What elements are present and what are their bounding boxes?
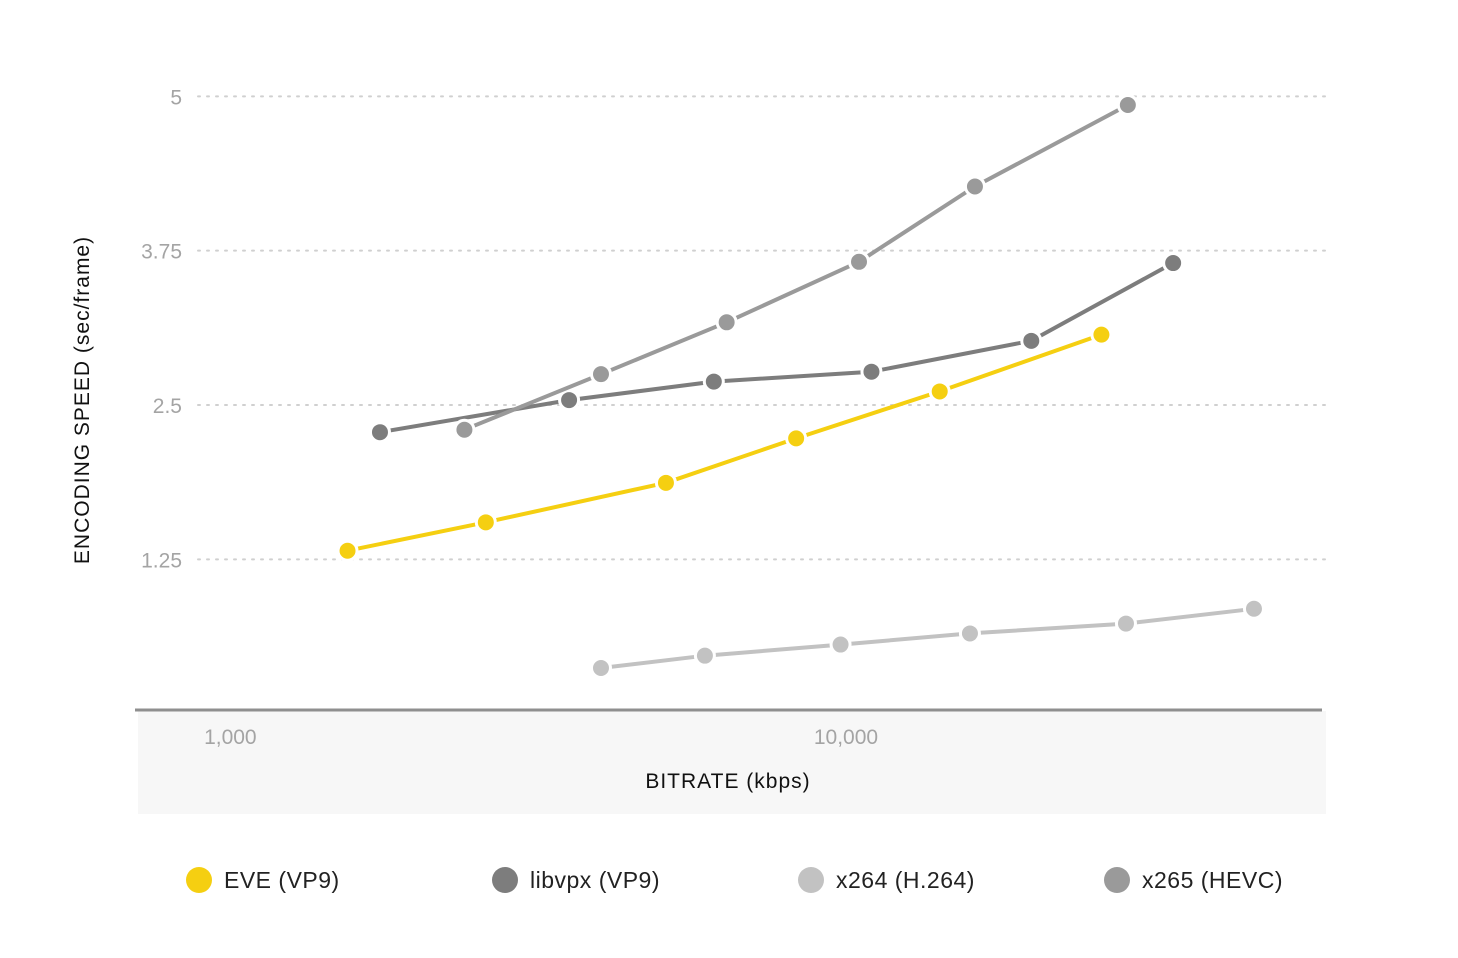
data-point [702,370,725,393]
legend-item-libvpx: libvpx (VP9) [492,860,660,900]
x-axis-band [138,711,1326,814]
legend-label-x265: x265 (HEVC) [1142,866,1283,893]
y-tick-labels: 1.25 2.5 3.75 5 [141,86,182,572]
data-point [589,363,612,386]
series-line-libvpx-vp9 [379,261,1175,435]
data-point [1162,252,1185,275]
series-group [336,93,1265,680]
data-point [693,644,716,667]
data-point [785,427,808,450]
series-eve-vp9 [336,323,1113,562]
data-point [336,539,359,562]
series-x265-hevc [453,93,1139,441]
legend-label-libvpx: libvpx (VP9) [530,866,660,893]
legend-label-x264: x264 (H.264) [836,866,975,893]
data-point [848,250,871,273]
legend-dot-eve [186,867,212,893]
data-point [654,471,677,494]
legend-dot-libvpx [492,867,518,893]
legend-dot-x264 [798,867,824,893]
data-point [963,175,986,198]
x-tick-label: 1,000 [204,726,257,749]
data-point [1242,597,1265,620]
y-axis-title: ENCODING SPEED (sec/frame) [71,236,94,564]
x-tick-label: 10,000 [814,726,878,749]
y-tick-label: 1.25 [141,549,182,572]
data-point [589,657,612,680]
series-libvpx-vp9 [368,252,1185,444]
y-tick-label: 2.5 [153,395,182,418]
data-point [860,360,883,383]
data-point [1116,93,1139,116]
series-line-x265-hevc [463,103,1129,432]
y-tick-label: 3.75 [141,241,182,264]
y-tick-label: 5 [170,86,182,109]
legend-dot-x265 [1104,867,1130,893]
legend-item-x265: x265 (HEVC) [1104,860,1283,900]
series-line-x264-h-264 [600,606,1255,670]
series-line-eve-vp9 [347,332,1103,553]
data-point [1020,329,1043,352]
legend-label-eve: EVE (VP9) [224,866,340,893]
series-x264-h-264 [589,597,1265,680]
gridlines [197,95,1326,561]
legend: EVE (VP9) libvpx (VP9) x264 (H.264) x265… [0,860,1458,900]
data-point [558,389,581,412]
x-axis-title: BITRATE (kbps) [645,770,810,793]
data-point [829,633,852,656]
data-point [453,418,476,441]
x-tick-labels: 1,000 10,000 [204,726,878,749]
data-point [474,511,497,534]
legend-item-x264: x264 (H.264) [798,860,975,900]
data-point [928,380,951,403]
data-point [715,311,738,334]
data-point [1114,612,1137,635]
data-point [1090,323,1113,346]
legend-item-eve: EVE (VP9) [186,860,340,900]
data-point [958,622,981,645]
data-point [368,421,391,444]
